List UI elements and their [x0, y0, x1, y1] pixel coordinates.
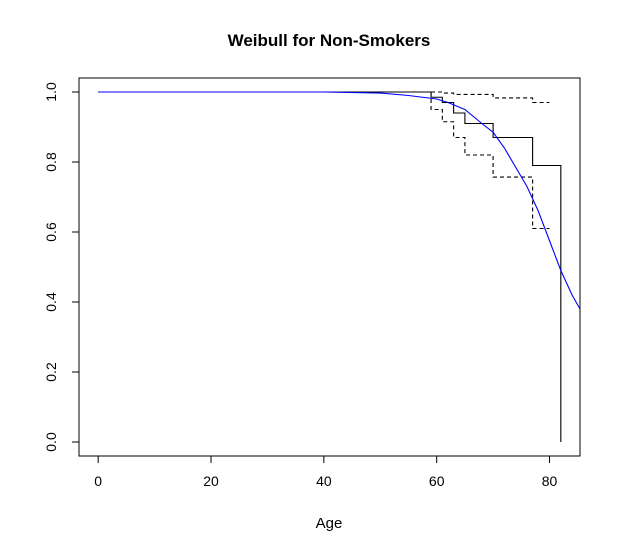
x-axis: 0 20 40 60 80: [94, 455, 558, 489]
confidence-band-line-2: [430, 92, 550, 230]
confidence-band-line-1: [431, 91, 550, 104]
series-layer: [98, 91, 581, 442]
y-axis: 0.0 0.2 0.4 0.6 0.8 1.0: [43, 82, 80, 452]
y-tick-label: 1.0: [43, 82, 59, 102]
y-tick-label: 0.2: [43, 362, 59, 382]
plot-frame: [78, 77, 581, 457]
x-tick-label: 20: [203, 473, 219, 489]
y-tick-label: 0.4: [43, 292, 59, 312]
x-tick-label: 60: [429, 473, 445, 489]
x-tick-label: 80: [542, 473, 558, 489]
y-tick-label: 0.8: [43, 152, 59, 172]
x-axis-label: Age: [316, 515, 343, 532]
y-tick-label: 0.6: [43, 222, 59, 242]
survival-step-line: [98, 91, 562, 442]
chart-title: Weibull for Non-Smokers: [228, 31, 431, 50]
y-tick-label: 0.0: [43, 432, 59, 452]
weibull-fit-curve: [98, 91, 581, 310]
x-tick-label: 40: [316, 473, 332, 489]
x-tick-label: 0: [94, 473, 102, 489]
